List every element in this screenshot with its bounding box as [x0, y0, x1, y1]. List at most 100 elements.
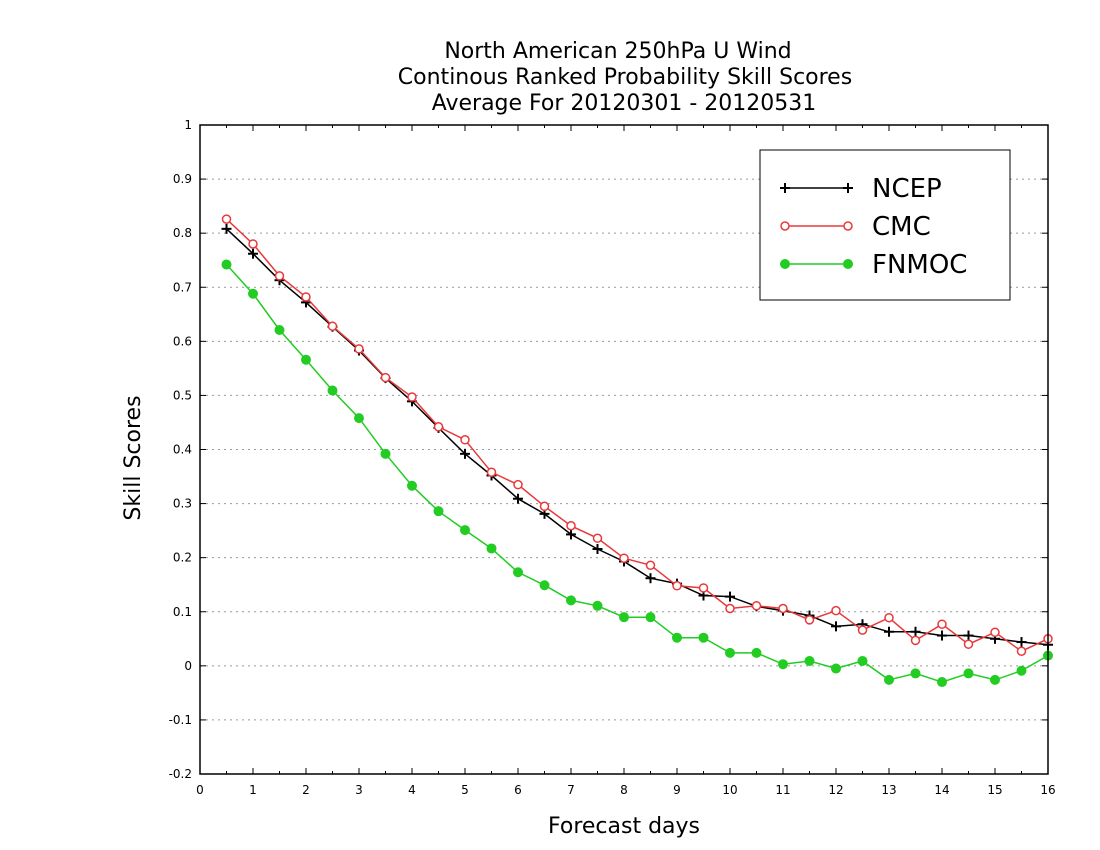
- x-tick-label: 3: [355, 783, 363, 797]
- data-point-fnmoc: [274, 324, 285, 335]
- x-tick-label: 1: [249, 783, 257, 797]
- data-point-cmc: [407, 392, 417, 402]
- title-line-1: North American 250hPa U Wind: [444, 39, 791, 64]
- title-line-2: Continous Ranked Probability Skill Score…: [398, 65, 852, 90]
- x-tick-label: 4: [408, 783, 416, 797]
- data-point-fnmoc: [327, 385, 338, 396]
- data-point-fnmoc: [354, 413, 364, 424]
- data-point-fnmoc: [566, 595, 576, 606]
- data-point-cmc: [645, 560, 656, 570]
- data-point-fnmoc: [619, 612, 629, 623]
- data-point-fnmoc: [433, 506, 444, 517]
- data-point-fnmoc: [513, 567, 523, 578]
- legend-entry-fnmoc: FNMOC: [780, 250, 967, 280]
- y-tick-label: 0.9: [173, 172, 192, 186]
- data-point-ncep: [221, 223, 232, 234]
- data-point-fnmoc: [301, 354, 311, 365]
- y-tick-label: 0.8: [173, 226, 192, 240]
- plot-frame: [199, 124, 1049, 775]
- data-point-fnmoc: [221, 259, 232, 270]
- data-point-fnmoc: [937, 677, 947, 688]
- data-point-cmc: [963, 639, 974, 649]
- data-point-cmc: [486, 467, 497, 477]
- data-point-fnmoc: [990, 674, 1000, 685]
- data-point-fnmoc: [539, 580, 550, 591]
- y-tick-label: -0.1: [169, 713, 192, 727]
- data-point-fnmoc: [645, 612, 656, 623]
- data-point-ncep: [513, 493, 523, 504]
- data-point-ncep: [910, 626, 921, 637]
- x-tick-label: 2: [302, 783, 310, 797]
- x-tick-label: 12: [828, 783, 843, 797]
- x-tick-label: 6: [514, 783, 522, 797]
- data-point-cmc: [884, 612, 894, 623]
- y-axis-label: Skill Scores: [121, 395, 146, 520]
- data-point-fnmoc: [751, 647, 762, 658]
- legend-label-fnmoc: FNMOC: [872, 250, 967, 280]
- data-point-fnmoc: [407, 480, 417, 491]
- data-point-cmc: [990, 627, 1000, 638]
- y-tick-label: 0.3: [173, 497, 192, 511]
- data-point-cmc: [301, 292, 311, 302]
- axis-ticks: -0.2-0.100.10.20.30.40.50.60.70.80.910 1 2…: [169, 118, 1056, 797]
- data-point-cmc: [937, 619, 947, 629]
- data-point-cmc: [513, 479, 523, 490]
- data-point-fnmoc: [486, 543, 497, 554]
- data-point-ncep: [884, 626, 894, 637]
- data-point-ncep: [592, 544, 603, 555]
- data-point-cmc: [672, 581, 682, 591]
- x-tick-label: 13: [881, 783, 896, 797]
- data-point-fnmoc: [248, 288, 258, 299]
- legend-marker-right: [843, 259, 853, 269]
- data-point-cmc: [460, 435, 470, 445]
- data-point-cmc: [1016, 646, 1027, 656]
- series-line-cmc: [225, 218, 1049, 653]
- y-tick-label: 0.5: [173, 388, 192, 402]
- data-point-cmc: [751, 601, 762, 611]
- data-point-cmc: [274, 271, 285, 281]
- legend-entry-cmc: CMC: [780, 212, 931, 242]
- data-point-ncep: [248, 248, 258, 259]
- data-point-fnmoc: [857, 655, 868, 666]
- data-point-cmc: [592, 533, 603, 543]
- title-line-3: Average For 20120301 - 20120531: [432, 91, 817, 116]
- data-point-cmc: [566, 521, 576, 531]
- y-tick-label: 0.7: [173, 280, 192, 294]
- data-point-cmc: [327, 321, 338, 331]
- y-tick-label: 1: [184, 118, 192, 132]
- y-tick-label: 0.1: [173, 605, 192, 619]
- series-group: [221, 214, 1053, 688]
- legend-marker-right: [843, 221, 853, 231]
- data-point-cmc: [539, 501, 550, 512]
- data-point-fnmoc: [698, 632, 709, 643]
- x-tick-label: 10: [722, 783, 737, 797]
- data-point-cmc: [248, 239, 258, 249]
- data-point-cmc: [698, 583, 709, 593]
- x-tick-label: 0: [196, 783, 204, 797]
- x-tick-label: 11: [775, 783, 790, 797]
- legend-box: [759, 149, 1011, 301]
- x-tick-label: 8: [620, 783, 628, 797]
- data-point-cmc: [380, 372, 391, 383]
- series-fnmoc: [221, 259, 1053, 688]
- data-point-fnmoc: [831, 663, 841, 674]
- legend-marker-left: [780, 259, 790, 269]
- data-point-cmc: [778, 603, 788, 614]
- series-cmc: [221, 214, 1053, 656]
- chart-title: North American 250hPa U Wind Continous R…: [398, 39, 852, 116]
- data-point-fnmoc: [460, 525, 470, 536]
- y-tick-label: -0.2: [169, 767, 192, 781]
- data-point-ncep: [725, 591, 735, 602]
- data-point-cmc: [831, 605, 841, 616]
- data-point-fnmoc: [672, 632, 682, 643]
- data-point-cmc: [910, 635, 921, 646]
- y-tick-label: 0: [184, 659, 192, 673]
- x-tick-label: 7: [567, 783, 575, 797]
- x-axis-label: Forecast days: [548, 814, 700, 839]
- data-point-cmc: [354, 344, 364, 354]
- data-point-cmc: [221, 214, 232, 224]
- x-tick-label: 5: [461, 783, 469, 797]
- data-point-fnmoc: [1016, 665, 1027, 676]
- data-point-ncep: [645, 573, 656, 584]
